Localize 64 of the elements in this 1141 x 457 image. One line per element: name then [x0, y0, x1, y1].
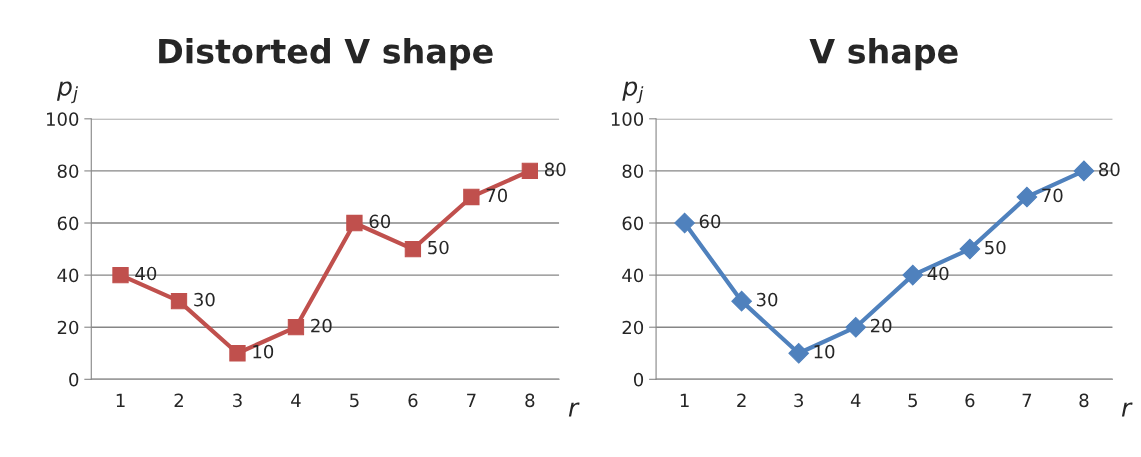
data-label: 80: [544, 162, 566, 177]
point: [404, 240, 422, 258]
data-label: 50: [985, 240, 1006, 255]
x-tick-label: 8: [1079, 393, 1089, 408]
y-tick-label: 60: [622, 216, 644, 231]
data-label: 60: [369, 214, 391, 229]
y-tick-label: 20: [622, 320, 644, 335]
data-label: 70: [1042, 188, 1063, 203]
x-tick-label: 6: [408, 393, 418, 408]
y-tick-label: 40: [622, 268, 644, 283]
y-axis-title: p$_{j}$: [56, 81, 78, 104]
point: [346, 214, 363, 232]
x-tick-label: 2: [737, 393, 746, 407]
data-label: 40: [927, 266, 949, 281]
point: [1016, 186, 1038, 208]
chart-title: V shape: [809, 37, 958, 71]
x-tick-label: 4: [291, 393, 301, 407]
x-axis-title: r: [568, 402, 580, 417]
y-tick-label: 0: [69, 372, 79, 387]
x-tick-label: 4: [850, 393, 861, 407]
point: [959, 238, 981, 260]
x-tick-label: 5: [350, 393, 359, 408]
point: [902, 264, 924, 286]
x-tick-label: 7: [467, 393, 476, 407]
data-label: 10: [253, 344, 274, 359]
point: [463, 188, 480, 206]
y-tick-label: 40: [57, 268, 79, 283]
data-label: 30: [194, 292, 215, 307]
x-tick-label: 5: [908, 393, 917, 408]
data-label: 30: [756, 292, 778, 307]
x-tick-label: 1: [680, 393, 689, 407]
point: [674, 212, 695, 234]
data-label: 10: [814, 344, 835, 359]
data-label: 70: [486, 188, 508, 203]
y-tick-label: 80: [57, 164, 79, 179]
point: [287, 319, 305, 336]
point: [170, 293, 188, 310]
x-tick-label: 3: [794, 393, 803, 408]
y-tick-label: 100: [611, 112, 644, 126]
data-label: 40: [135, 266, 157, 281]
x-tick-label: 8: [525, 393, 535, 408]
y-tick-label: 0: [633, 372, 644, 387]
point: [731, 290, 752, 312]
y-tick-label: 80: [622, 164, 644, 179]
chart-title: Distorted V shape: [159, 37, 493, 71]
data-label: 80: [1099, 162, 1120, 177]
data-label: 60: [699, 214, 721, 229]
point: [845, 316, 867, 338]
x-axis-title: r: [1121, 402, 1133, 417]
point: [112, 266, 129, 284]
x-tick-label: 7: [1022, 393, 1032, 407]
y-tick-label: 60: [57, 216, 79, 231]
x-tick-label: 2: [174, 393, 183, 407]
point: [229, 345, 246, 362]
x-tick-label: 3: [233, 393, 242, 408]
point: [1073, 160, 1095, 182]
y-tick-label: 100: [46, 112, 79, 126]
y-tick-label: 20: [57, 320, 79, 335]
y-axis-title: p$_{j}$: [622, 81, 644, 104]
x-tick-label: 1: [116, 393, 125, 407]
point: [788, 342, 810, 364]
x-tick-label: 6: [965, 393, 975, 408]
point: [521, 162, 539, 180]
data-label: 50: [428, 240, 449, 255]
